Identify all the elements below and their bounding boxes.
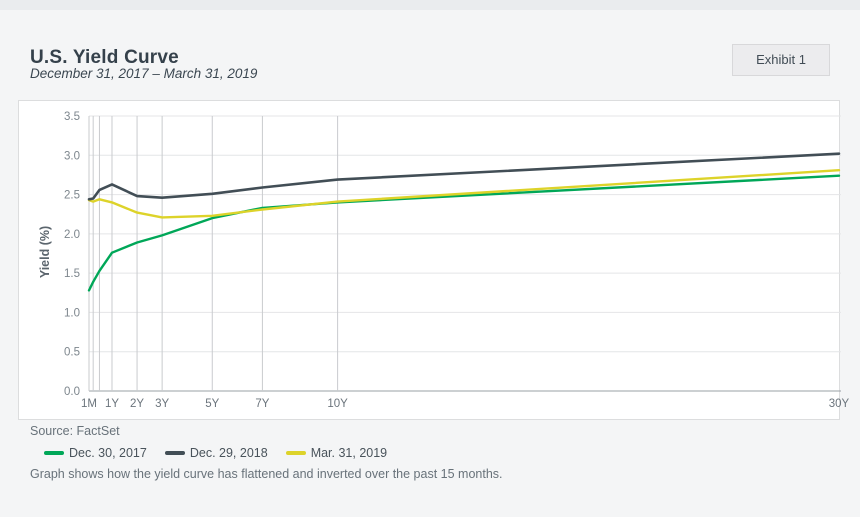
- legend-swatch: [44, 451, 64, 455]
- yield-curve-chart: Yield (%) 0.0 0.5 1.0 1.5 2.0 2.5 3.0 3.5 1M 1Y 2Y…: [18, 100, 850, 420]
- x-tick-label: 7Y: [255, 398, 269, 410]
- chart-plot-area: 0.0 0.5 1.0 1.5 2.0 2.5 3.0 3.5 1M 1Y 2Y 3Y 5Y 7Y 10Y 3…: [64, 111, 850, 410]
- legend-label: Mar. 31, 2019: [310, 446, 388, 460]
- x-tick-label: 30Y: [829, 398, 850, 410]
- legend-item: Dec. 30, 2017: [44, 446, 147, 460]
- legend-item: Mar. 31, 2019: [285, 446, 388, 460]
- legend-label: Dec. 30, 2017: [69, 446, 147, 460]
- x-tick-label: 10Y: [327, 398, 348, 410]
- legend-item: Dec. 29, 2018: [164, 446, 268, 460]
- y-tick-label: 0.0: [64, 386, 80, 398]
- y-tick-label: 2.5: [64, 190, 80, 202]
- chart-legend: Dec. 30, 2017 Dec. 29, 2018 Mar. 31, 2019: [44, 446, 387, 460]
- y-tick-label: 1.0: [64, 307, 80, 319]
- exhibit-badge: Exhibit 1: [732, 44, 830, 76]
- series-line-3: [87, 168, 841, 219]
- x-tick-label: 1Y: [105, 398, 119, 410]
- y-tick-label: 1.5: [64, 268, 80, 280]
- top-strip: [0, 0, 860, 10]
- x-tick-label: 5Y: [205, 398, 219, 410]
- page-subtitle: December 31, 2017 – March 31, 2019: [30, 66, 258, 81]
- source-note: Source: FactSet: [30, 424, 120, 438]
- legend-label: Dec. 29, 2018: [189, 446, 268, 460]
- x-tick-label: 1M: [81, 398, 97, 410]
- x-tick-label: 3Y: [155, 398, 169, 410]
- y-tick-label: 0.5: [64, 347, 80, 359]
- chart-caption: Graph shows how the yield curve has flat…: [30, 467, 503, 481]
- legend-swatch: [164, 451, 185, 455]
- y-tick-label: 3.5: [64, 111, 80, 123]
- page-title: U.S. Yield Curve: [30, 46, 179, 68]
- series-line-2: [87, 152, 841, 201]
- x-tick-label: 2Y: [130, 398, 144, 410]
- legend-swatch: [285, 451, 306, 455]
- y-tick-label: 2.0: [64, 229, 80, 241]
- y-tick-label: 3.0: [64, 150, 80, 162]
